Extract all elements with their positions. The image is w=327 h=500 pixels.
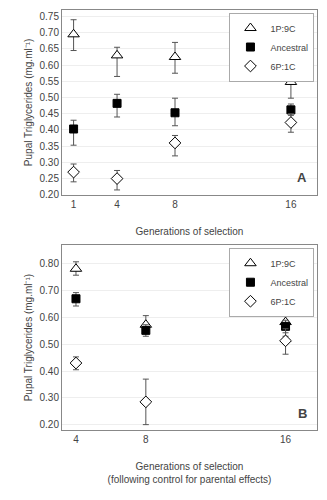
svg-text:1P:9C: 1P:9C xyxy=(270,259,296,269)
svg-text:6P:1C: 6P:1C xyxy=(270,297,296,307)
svg-text:Ancestral: Ancestral xyxy=(270,278,308,288)
svg-text:0.55: 0.55 xyxy=(40,76,60,87)
svg-text:1: 1 xyxy=(71,199,77,210)
svg-text:Generations of selection(follo: Generations of selection(following contr… xyxy=(108,461,272,485)
svg-text:0.70: 0.70 xyxy=(40,27,60,38)
svg-text:0.20: 0.20 xyxy=(40,189,60,200)
svg-text:Pupal Triglycerides (mg.ml⁻¹): Pupal Triglycerides (mg.ml⁻¹) xyxy=(23,39,34,166)
svg-text:0.80: 0.80 xyxy=(40,258,60,269)
svg-text:Pupal Triglycerides (mg.ml⁻¹): Pupal Triglycerides (mg.ml⁻¹) xyxy=(23,274,34,401)
svg-text:0.60: 0.60 xyxy=(40,60,60,71)
svg-text:0.65: 0.65 xyxy=(40,43,60,54)
svg-text:0.60: 0.60 xyxy=(40,312,60,323)
svg-text:16: 16 xyxy=(285,199,297,210)
svg-text:6P:1C: 6P:1C xyxy=(270,62,296,72)
svg-text:8: 8 xyxy=(172,199,178,210)
svg-text:0.50: 0.50 xyxy=(40,92,60,103)
svg-text:0.35: 0.35 xyxy=(40,141,60,152)
svg-text:0.45: 0.45 xyxy=(40,108,60,119)
svg-text:8: 8 xyxy=(143,434,149,445)
svg-text:4: 4 xyxy=(114,199,120,210)
svg-text:0.20: 0.20 xyxy=(40,419,60,430)
svg-text:1P:9C: 1P:9C xyxy=(270,24,296,34)
svg-text:0.40: 0.40 xyxy=(40,124,60,135)
svg-text:0.75: 0.75 xyxy=(40,11,60,22)
svg-text:Ancestral: Ancestral xyxy=(270,43,308,53)
svg-text:16: 16 xyxy=(280,434,292,445)
svg-text:Generations of selection: Generations of selection xyxy=(136,226,244,237)
svg-text:0.30: 0.30 xyxy=(40,392,60,403)
svg-text:B: B xyxy=(298,406,307,421)
svg-text:0.40: 0.40 xyxy=(40,366,60,377)
svg-text:0.30: 0.30 xyxy=(40,157,60,168)
svg-text:A: A xyxy=(297,170,307,185)
svg-text:4: 4 xyxy=(73,434,79,445)
svg-text:0.70: 0.70 xyxy=(40,285,60,296)
svg-text:0.50: 0.50 xyxy=(40,339,60,350)
svg-text:0.25: 0.25 xyxy=(40,173,60,184)
